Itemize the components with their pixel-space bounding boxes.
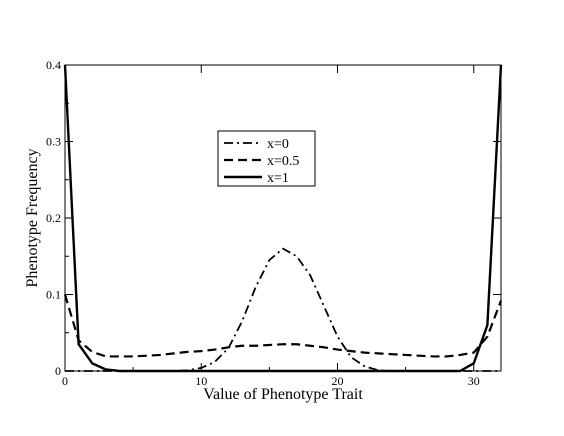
legend-label-2: x=0.5 — [267, 154, 299, 169]
legend-label-3: x=1 — [267, 171, 289, 186]
x-tick-label: 20 — [332, 374, 344, 388]
x-tick-label: 10 — [195, 374, 207, 388]
y-tick-label: 0.4 — [46, 58, 61, 72]
legend-label-1: x=0 — [267, 137, 289, 152]
y-tick-label: 0 — [55, 364, 61, 378]
ticks-layer: 0 10 20 30 0 0.1 0.2 0.3 0.4 — [46, 58, 501, 388]
series-line-3 — [63, 64, 503, 373]
legend-entries: x=0 x=0.5 x=1 — [224, 137, 299, 186]
legend: x=0 x=0.5 x=1 — [217, 130, 316, 187]
plot-area — [64, 64, 502, 372]
y-tick-label: 0.1 — [46, 288, 61, 302]
y-tick-label: 0.2 — [46, 211, 61, 225]
y-tick-label: 0.3 — [46, 135, 61, 149]
y-axis-label: Phenotype Frequency — [24, 148, 41, 287]
x-tick-label: 30 — [468, 374, 480, 388]
x-axis-label: Value of Phenotype Trait — [203, 386, 363, 403]
series-line-2 — [63, 294, 503, 358]
series-layer — [63, 64, 503, 373]
x-tick-label: 0 — [62, 374, 68, 388]
